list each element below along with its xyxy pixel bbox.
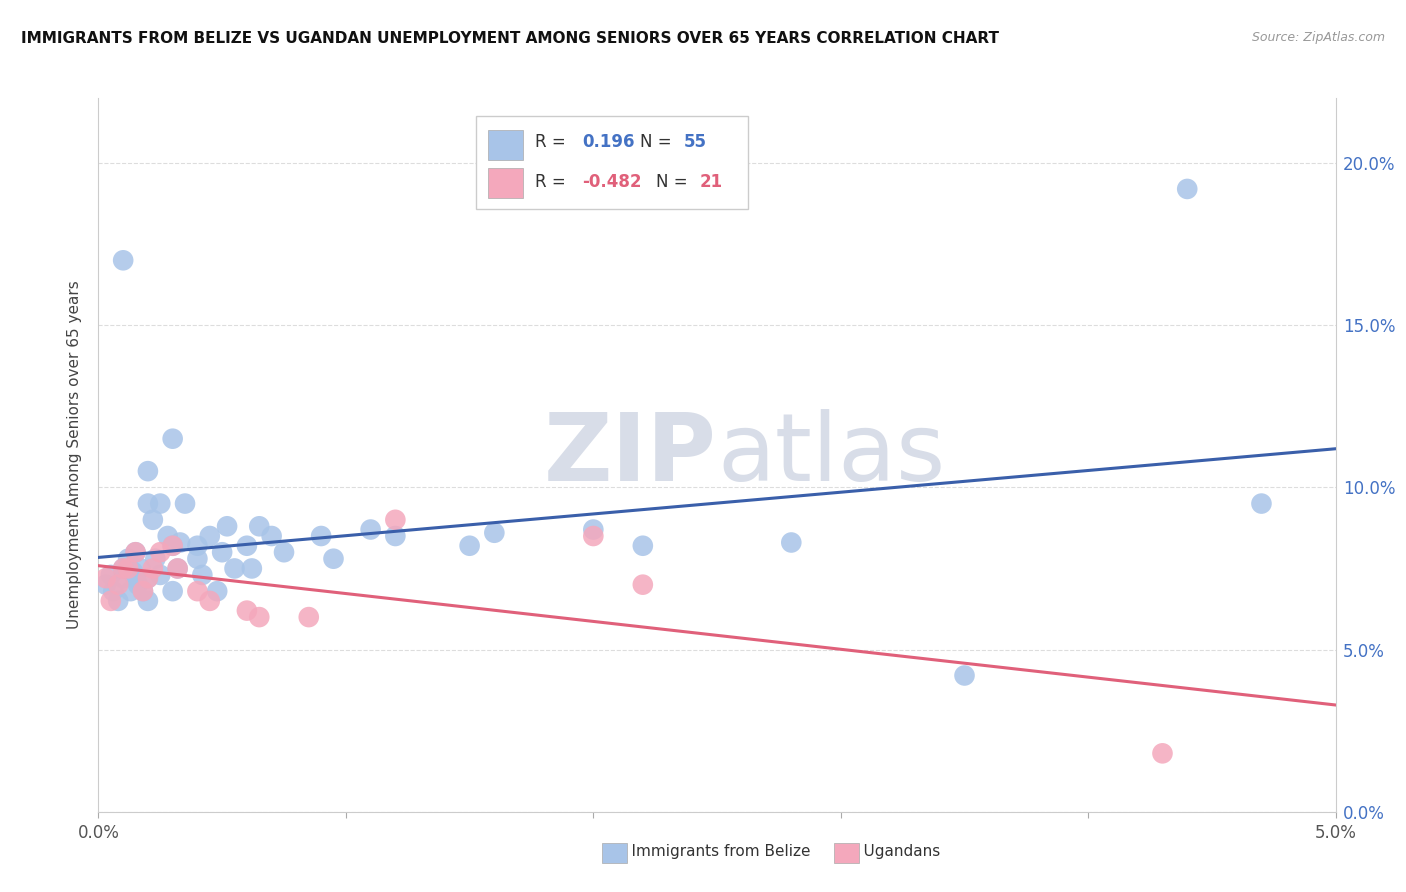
Point — [186, 584, 208, 599]
Y-axis label: Unemployment Among Seniors over 65 years: Unemployment Among Seniors over 65 years — [67, 281, 83, 629]
Text: 0.196: 0.196 — [582, 133, 634, 151]
Point — [174, 497, 197, 511]
Point — [247, 610, 270, 624]
Point — [122, 565, 145, 579]
Point — [273, 545, 295, 559]
Point — [1175, 182, 1198, 196]
Point — [162, 539, 184, 553]
Point — [120, 584, 142, 599]
Point — [112, 571, 135, 585]
Point — [107, 594, 129, 608]
Text: ZIP: ZIP — [544, 409, 717, 501]
Point — [166, 561, 188, 575]
Point — [211, 545, 233, 559]
Point — [582, 523, 605, 537]
Point — [236, 604, 259, 618]
Point — [217, 519, 239, 533]
Point — [162, 539, 184, 553]
Text: atlas: atlas — [717, 409, 945, 501]
Bar — [488, 130, 523, 161]
Point — [631, 539, 654, 553]
Point — [112, 253, 135, 268]
Text: -0.482: -0.482 — [582, 173, 641, 191]
Point — [631, 577, 654, 591]
Point — [112, 561, 135, 575]
Point — [186, 539, 208, 553]
Text: IMMIGRANTS FROM BELIZE VS UGANDAN UNEMPLOYMENT AMONG SENIORS OVER 65 YEARS CORRE: IMMIGRANTS FROM BELIZE VS UGANDAN UNEMPL… — [21, 31, 1000, 46]
Point — [136, 464, 159, 478]
Text: 55: 55 — [683, 133, 707, 151]
Text: Immigrants from Belize: Immigrants from Belize — [612, 845, 810, 859]
Point — [100, 594, 122, 608]
Point — [780, 535, 803, 549]
Point — [136, 594, 159, 608]
Point — [169, 535, 191, 549]
Point — [236, 539, 259, 553]
Point — [384, 513, 406, 527]
Bar — [488, 168, 523, 198]
Point — [458, 539, 481, 553]
Point — [198, 529, 221, 543]
Point — [162, 584, 184, 599]
Text: N =: N = — [640, 133, 678, 151]
Point — [186, 551, 208, 566]
Point — [298, 610, 321, 624]
Point — [247, 519, 270, 533]
Point — [132, 584, 155, 599]
Point — [100, 568, 122, 582]
Point — [198, 594, 221, 608]
Text: R =: R = — [536, 173, 571, 191]
Point — [117, 551, 139, 566]
Point — [149, 568, 172, 582]
Point — [107, 577, 129, 591]
Point — [166, 561, 188, 575]
Text: N =: N = — [657, 173, 693, 191]
Point — [124, 545, 146, 559]
Point — [117, 561, 139, 575]
Point — [322, 551, 344, 566]
Point — [132, 584, 155, 599]
Point — [360, 523, 382, 537]
Text: R =: R = — [536, 133, 571, 151]
Point — [103, 584, 125, 599]
Point — [191, 568, 214, 582]
Point — [260, 529, 283, 543]
Point — [136, 571, 159, 585]
Point — [1250, 497, 1272, 511]
Point — [142, 513, 165, 527]
Point — [484, 525, 506, 540]
Point — [127, 577, 149, 591]
Point — [124, 571, 146, 585]
Point — [136, 571, 159, 585]
Point — [124, 545, 146, 559]
Point — [156, 529, 179, 543]
Point — [384, 529, 406, 543]
Point — [1152, 747, 1174, 761]
Point — [94, 571, 117, 585]
Point — [143, 551, 166, 566]
Point — [94, 577, 117, 591]
Point — [129, 561, 152, 575]
Text: 21: 21 — [700, 173, 723, 191]
Text: Ugandans: Ugandans — [844, 845, 939, 859]
Point — [149, 545, 172, 559]
Point — [240, 561, 263, 575]
Point — [205, 584, 228, 599]
Text: Source: ZipAtlas.com: Source: ZipAtlas.com — [1251, 31, 1385, 45]
Point — [142, 561, 165, 575]
Point — [112, 561, 135, 575]
FancyBboxPatch shape — [475, 116, 748, 209]
Point — [309, 529, 332, 543]
Point — [582, 529, 605, 543]
Point — [136, 497, 159, 511]
Point — [953, 668, 976, 682]
Point — [162, 432, 184, 446]
Point — [224, 561, 246, 575]
Point — [149, 497, 172, 511]
